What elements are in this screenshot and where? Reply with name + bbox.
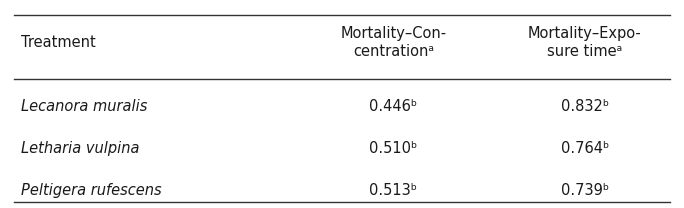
Text: Mortality–Expo-
sure timeᵃ: Mortality–Expo- sure timeᵃ xyxy=(528,26,642,59)
Text: 0.764ᵇ: 0.764ᵇ xyxy=(561,141,609,156)
Text: Letharia vulpina: Letharia vulpina xyxy=(21,141,139,156)
Text: Lecanora muralis: Lecanora muralis xyxy=(21,99,147,114)
Text: 0.446ᵇ: 0.446ᵇ xyxy=(369,99,417,114)
Text: Treatment: Treatment xyxy=(21,35,95,50)
Text: 0.510ᵇ: 0.510ᵇ xyxy=(369,141,417,156)
Text: 0.739ᵇ: 0.739ᵇ xyxy=(561,183,609,198)
Text: 0.832ᵇ: 0.832ᵇ xyxy=(561,99,609,114)
Text: Peltigera rufescens: Peltigera rufescens xyxy=(21,183,161,198)
Text: Mortality–Con-
centrationᵃ: Mortality–Con- centrationᵃ xyxy=(340,26,447,59)
Text: 0.513ᵇ: 0.513ᵇ xyxy=(369,183,417,198)
